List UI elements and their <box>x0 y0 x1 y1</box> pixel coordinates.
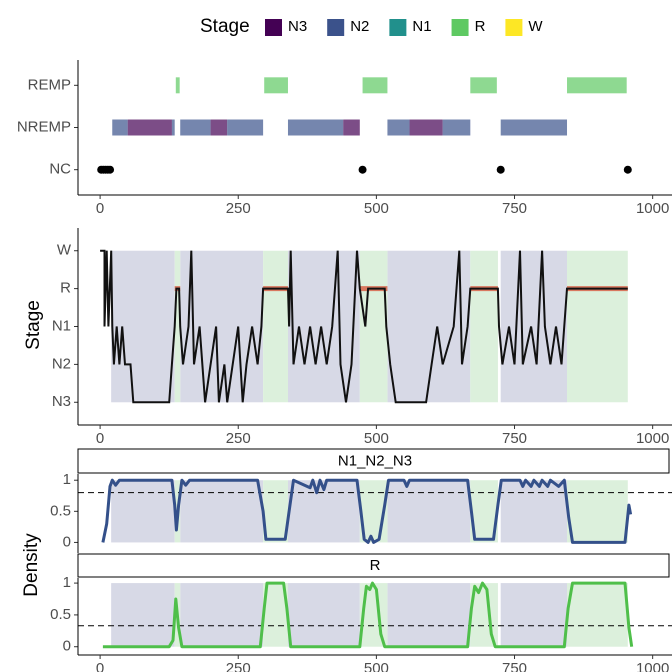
rem-period <box>174 250 181 403</box>
y-tick-label: 0 <box>63 638 71 655</box>
x-tick-label: 750 <box>502 200 527 217</box>
legend-label: N1 <box>412 18 431 35</box>
segment <box>470 77 497 94</box>
segment <box>500 119 568 136</box>
segment <box>409 119 443 136</box>
rem-period <box>567 480 628 543</box>
legend-label: W <box>528 18 543 35</box>
point <box>496 165 505 174</box>
point <box>358 165 367 174</box>
segment <box>112 119 128 136</box>
segment <box>180 119 211 136</box>
legend-swatch <box>265 19 282 36</box>
rem-period <box>567 250 628 403</box>
density-line <box>102 581 634 649</box>
x-tick-label: 1000 <box>636 200 669 217</box>
point <box>106 165 115 174</box>
x-tick-label: 250 <box>226 660 251 672</box>
x-tick-label: 500 <box>364 200 389 217</box>
nrem-period <box>387 583 471 647</box>
y-tick-label: 1 <box>63 574 71 591</box>
nrem-period <box>287 583 360 647</box>
segment <box>387 119 410 136</box>
legend-swatch <box>327 19 345 36</box>
y-tick-label: REMP <box>28 76 71 93</box>
legend-swatch <box>389 19 407 36</box>
x-tick-label: 750 <box>502 430 527 447</box>
nrem-period <box>500 583 568 647</box>
y-tick-label: N1 <box>52 317 71 334</box>
segment <box>264 77 288 94</box>
x-tick-label: 1000 <box>636 430 669 447</box>
strip <box>77 553 670 578</box>
x-tick-label: 1000 <box>636 660 669 672</box>
segment <box>127 119 172 136</box>
rem-period <box>359 250 388 403</box>
strip-label: N1_N2_N3 <box>338 452 412 469</box>
x-tick-label: 750 <box>502 660 527 672</box>
y-tick-label: 0.5 <box>50 502 71 519</box>
segment <box>227 119 264 136</box>
y-tick-label: R <box>60 280 71 297</box>
rem-period <box>263 480 288 543</box>
nrem-period <box>180 480 264 543</box>
legend-label: N3 <box>288 18 307 35</box>
nrem-period <box>500 250 568 403</box>
y-tick-label: N2 <box>52 355 71 372</box>
y-tick-label: W <box>57 242 72 259</box>
hypnogram-line <box>100 249 628 404</box>
x-tick-label: 250 <box>226 200 251 217</box>
segment <box>362 77 388 94</box>
segment <box>171 119 175 136</box>
y-tick-label: 1 <box>63 471 71 488</box>
legend-label: N2 <box>350 18 369 35</box>
legend-title: Stage <box>200 16 250 37</box>
point <box>623 165 632 174</box>
segment <box>442 119 471 136</box>
x-tick-label: 500 <box>364 660 389 672</box>
density-line <box>101 478 633 544</box>
y-axis-title: Density <box>21 533 42 597</box>
y-tick-label: 0 <box>63 533 71 550</box>
rem-period <box>263 250 288 403</box>
segment <box>343 119 360 136</box>
nrem-period <box>180 583 264 647</box>
nrem-period <box>111 480 175 543</box>
y-tick-label: N3 <box>52 393 71 410</box>
x-tick-label: 0 <box>96 660 104 672</box>
x-tick-label: 0 <box>96 430 104 447</box>
nrem-period <box>111 583 175 647</box>
legend-label: R <box>475 18 486 35</box>
legend-swatch <box>505 19 523 36</box>
y-tick-label: NREMP <box>17 118 71 135</box>
x-tick-label: 500 <box>364 430 389 447</box>
y-tick-label: NC <box>49 161 71 178</box>
nrem-period <box>111 250 175 403</box>
x-tick-label: 250 <box>226 430 251 447</box>
nrem-period <box>387 480 471 543</box>
rem-period <box>567 583 628 647</box>
segment <box>210 119 228 136</box>
segment <box>287 119 344 136</box>
x-tick-label: 0 <box>96 200 104 217</box>
rem-period <box>470 250 498 403</box>
segment <box>175 77 180 94</box>
strip <box>77 448 670 474</box>
legend-swatch <box>451 19 469 36</box>
y-axis-title: Stage <box>23 300 44 350</box>
y-tick-label: 0.5 <box>50 606 71 623</box>
strip-label: R <box>370 557 381 574</box>
segment <box>567 77 627 94</box>
nrem-period <box>500 480 568 543</box>
